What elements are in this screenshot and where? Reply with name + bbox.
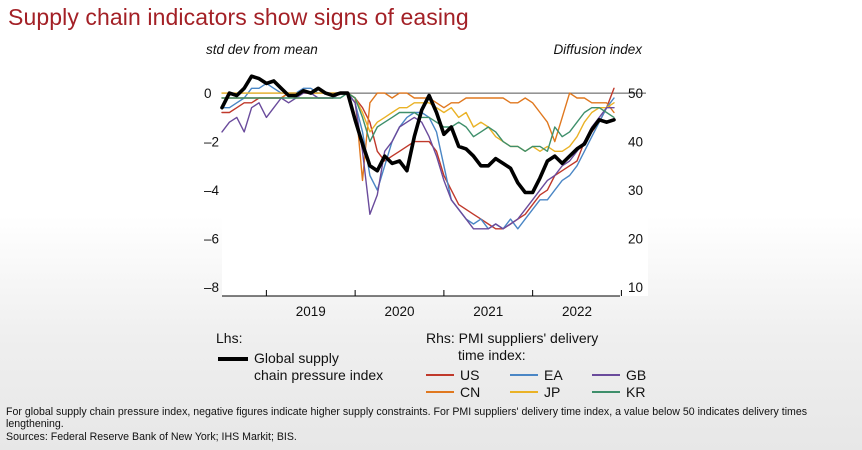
left-axis-unit: std dev from mean bbox=[206, 42, 318, 57]
legend-global-swatch bbox=[218, 357, 248, 361]
legend-label: KR bbox=[626, 384, 646, 400]
legend-label: GB bbox=[626, 367, 647, 383]
right-tick-label: 30 bbox=[628, 183, 643, 198]
legend-swatch bbox=[426, 374, 454, 376]
legend-entry-kr: KR bbox=[592, 384, 645, 400]
legend-entry-jp: JP bbox=[510, 384, 560, 400]
ticks-layer: 0 –2 –4 –6 –8 50 40 30 20 10 2019 2020 2021 2022 bbox=[204, 86, 643, 319]
right-tick-label: 20 bbox=[628, 232, 643, 247]
legend-swatch bbox=[510, 391, 538, 393]
left-tick-label: –8 bbox=[204, 280, 219, 295]
legend-label: CN bbox=[460, 384, 481, 400]
legend-global-label-line1: Global supply bbox=[254, 350, 339, 366]
legend-lhs-header: Lhs: bbox=[216, 330, 243, 346]
x-tick-label: 2019 bbox=[296, 304, 326, 319]
series-layer bbox=[220, 74, 616, 230]
legend-rhs-header-1: Rhs: PMI suppliers' delivery bbox=[426, 330, 599, 346]
right-tick-label: 10 bbox=[628, 280, 643, 295]
legend-entry-ea: EA bbox=[510, 367, 563, 383]
footnote: For global supply chain pressure index, … bbox=[6, 406, 808, 430]
legend-global-label-line2: chain pressure index bbox=[254, 367, 384, 383]
plot-frame: std dev from mean Diffusion index bbox=[206, 40, 648, 297]
x-tick-label: 2022 bbox=[562, 304, 592, 319]
chart-area: std dev from mean Diffusion index 0 –2 –4 –6… bbox=[204, 40, 648, 319]
plot-background bbox=[222, 40, 648, 296]
legend-swatch bbox=[592, 391, 620, 393]
legend-rhs-header-2: time index: bbox=[458, 347, 526, 363]
left-tick-label: –6 bbox=[204, 232, 219, 247]
right-tick-label: 50 bbox=[628, 86, 643, 101]
right-tick-label: 40 bbox=[628, 135, 643, 150]
series-line-kr bbox=[221, 92, 615, 153]
chart-title: Supply chain indicators show signs of ea… bbox=[8, 4, 469, 30]
right-axis-unit: Diffusion index bbox=[553, 42, 643, 57]
legend-global-spci: Global supply chain pressure index bbox=[218, 350, 383, 384]
legend-entry-us: US bbox=[426, 367, 479, 383]
left-tick-label: 0 bbox=[204, 86, 212, 101]
legend-swatch bbox=[426, 391, 454, 393]
legend-label: US bbox=[460, 367, 480, 383]
legend-label: JP bbox=[544, 384, 561, 400]
source-note: Sources: Federal Reserve Bank of New Yor… bbox=[6, 431, 297, 443]
x-tick-label: 2021 bbox=[473, 304, 503, 319]
legend-entry-gb: GB bbox=[592, 367, 646, 383]
legend-label: EA bbox=[544, 367, 563, 383]
left-tick-label: –4 bbox=[204, 183, 220, 198]
legend-swatch bbox=[592, 374, 620, 376]
legend-swatch bbox=[510, 374, 538, 376]
left-tick-label: –2 bbox=[204, 135, 219, 150]
x-tick-label: 2020 bbox=[384, 304, 414, 319]
legend-entry-cn: CN bbox=[426, 384, 480, 400]
series-line-global-supply-chain-pressure-index bbox=[220, 74, 616, 195]
